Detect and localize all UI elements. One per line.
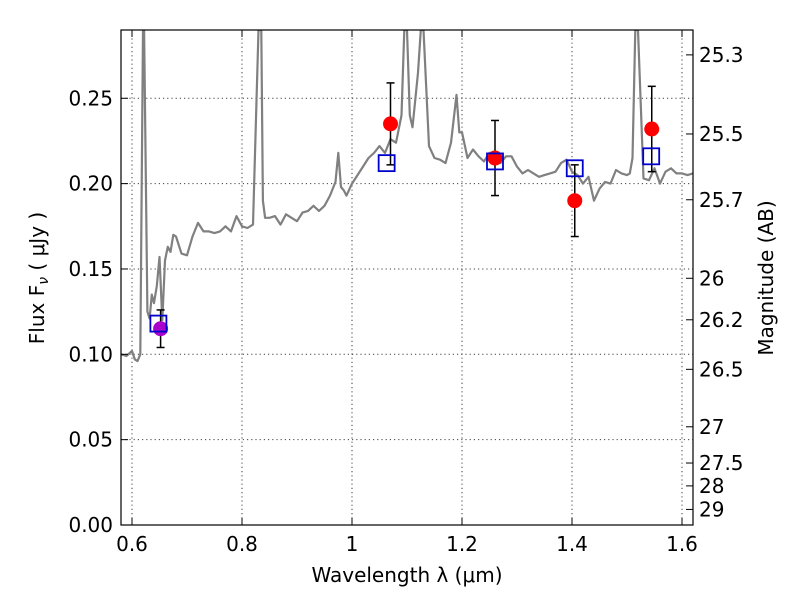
- y-tick-label: 0.15: [68, 257, 113, 281]
- y2-tick-label: 26.2: [699, 308, 744, 332]
- y2-tick-label: 28: [699, 474, 724, 498]
- x-tick-label: 1: [346, 532, 359, 556]
- y-tick-label: 0.10: [68, 342, 113, 366]
- y-tick-label: 0.20: [68, 172, 113, 196]
- y2-tick-label: 25.5: [699, 122, 744, 146]
- y2-tick-label: 26: [699, 266, 724, 290]
- plot-frame: [120, 29, 694, 526]
- x-tick-label: 1.2: [446, 532, 478, 556]
- y2-tick-label: 29: [699, 497, 724, 521]
- model-spectrum-line: [121, 30, 693, 363]
- y-tick-label: 0.25: [68, 86, 113, 110]
- model-flux-square: [486, 152, 504, 171]
- axis-ticks: 0.6 0.8 1 1.2 1.4 1.6 0.00 0.05 0.10 0.15 0.20 0.25…: [68, 30, 744, 556]
- y2-axis-label: Magnitude (AB): [754, 200, 778, 355]
- y2-tick-label: 27: [699, 415, 724, 439]
- model-flux-square: [642, 147, 661, 166]
- grid: [121, 30, 693, 526]
- x-tick-label: 0.6: [116, 532, 148, 556]
- x-tick-label: 0.8: [226, 532, 258, 556]
- model-flux-square: [149, 314, 168, 333]
- y-tick-label: 0.00: [68, 513, 113, 537]
- x-tick-label: 1.4: [556, 532, 588, 556]
- model-flux-square: [565, 159, 584, 178]
- model-flux-square: [377, 154, 396, 173]
- y-tick-label: 0.05: [68, 428, 113, 452]
- y2-tick-label: 27.5: [699, 451, 744, 475]
- x-axis-label: Wavelength λ (μm): [311, 563, 502, 587]
- observed-flux-point: [567, 193, 583, 209]
- y-axis-label: Flux Fν ( μJy ): [25, 212, 52, 344]
- y2-tick-label: 26.5: [699, 357, 744, 381]
- observed-flux-point: [383, 116, 398, 132]
- data-layer: [121, 30, 693, 363]
- y2-tick-label: 25.7: [699, 188, 744, 212]
- y2-tick-label: 25.3: [699, 43, 744, 67]
- observed-flux-point: [644, 121, 660, 137]
- x-tick-label: 1.6: [666, 532, 698, 556]
